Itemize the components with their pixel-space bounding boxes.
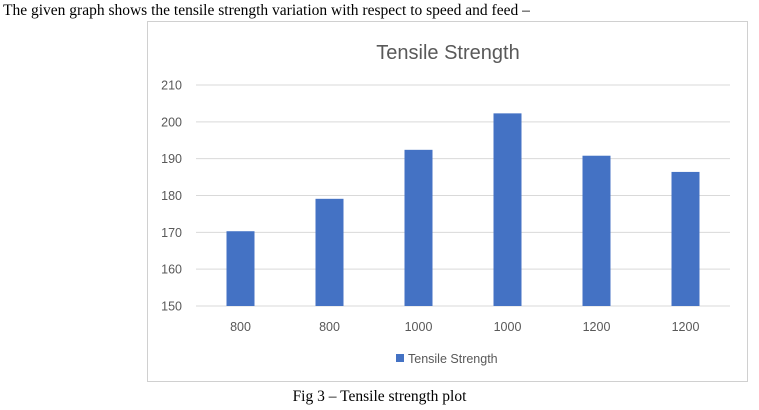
y-tick-label: 200: [161, 115, 182, 129]
y-tick-label: 160: [161, 263, 182, 277]
bar: [404, 149, 433, 306]
x-tick-label: 800: [230, 320, 251, 334]
x-tick-label: 1000: [405, 320, 433, 334]
chart-frame: [147, 21, 748, 382]
x-tick-label: 1000: [494, 320, 522, 334]
bars: [226, 113, 700, 306]
legend-swatch: [396, 354, 404, 362]
y-axis-tick-labels: 150 160 170 180 190 200 210: [161, 79, 182, 314]
y-tick-label: 170: [161, 226, 182, 240]
intro-text: The given graph shows the tensile streng…: [3, 2, 530, 19]
y-tick-label: 180: [161, 189, 182, 203]
x-tick-label: 1200: [583, 320, 611, 334]
chart-title: Tensile Strength: [376, 42, 519, 64]
x-tick-label: 800: [319, 320, 340, 334]
bar: [671, 171, 700, 306]
figure-caption: Fig 3 – Tensile strength plot: [292, 388, 467, 405]
gridlines: [196, 84, 730, 307]
x-tick-label: 1200: [672, 320, 700, 334]
bar: [226, 231, 255, 306]
x-axis-tick-labels: 800 800 1000 1000 1200 1200: [230, 320, 699, 334]
legend: Tensile Strength: [396, 352, 498, 366]
y-tick-label: 190: [161, 152, 182, 166]
y-tick-label: 150: [161, 300, 182, 314]
legend-label: Tensile Strength: [408, 352, 498, 366]
bar: [493, 113, 522, 306]
bar: [315, 198, 344, 306]
y-tick-label: 210: [161, 79, 182, 93]
bar: [582, 155, 611, 306]
